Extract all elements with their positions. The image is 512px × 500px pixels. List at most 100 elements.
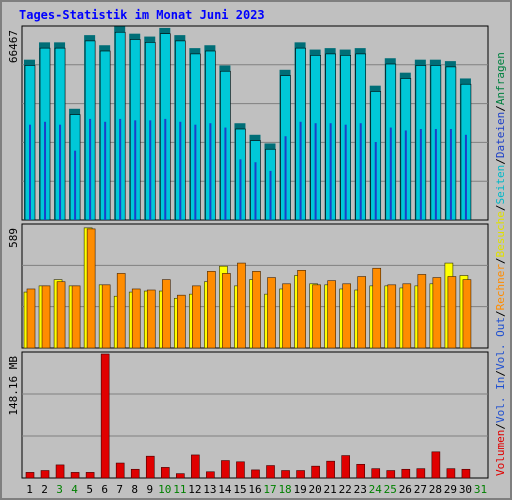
bar-seiten xyxy=(74,150,77,220)
bar-volumen xyxy=(40,470,50,479)
bar-seiten xyxy=(359,123,362,220)
bar-seiten xyxy=(179,121,182,220)
bar-seiten xyxy=(164,118,167,220)
day-label: 16 xyxy=(248,483,261,496)
bar-volumen xyxy=(446,468,456,479)
legend-item: Besuche xyxy=(494,211,507,257)
bar-rechner xyxy=(116,273,126,349)
bar-volumen xyxy=(100,353,110,479)
bar-seiten xyxy=(389,127,392,220)
bar-volumen xyxy=(371,468,381,479)
day-label: 8 xyxy=(131,483,138,496)
day-label: 7 xyxy=(116,483,123,496)
day-label: 4 xyxy=(71,483,78,496)
bar-volumen xyxy=(145,455,155,479)
day-label: 21 xyxy=(324,483,337,496)
bar-volumen xyxy=(296,470,305,479)
bar-rechner xyxy=(267,277,276,349)
bar-volumen xyxy=(341,455,350,479)
bar-rechner xyxy=(357,276,367,349)
bar-seiten xyxy=(119,118,122,220)
day-label: 27 xyxy=(414,483,427,496)
bar-rechner xyxy=(41,285,51,349)
bar-rechner xyxy=(101,284,111,349)
day-label: 3 xyxy=(56,483,63,496)
bar-seiten xyxy=(284,136,287,220)
panel-visits: 589 xyxy=(7,223,489,349)
bar-seiten xyxy=(344,124,347,220)
day-label: 11 xyxy=(173,483,186,496)
bar-volumen xyxy=(221,460,230,479)
bar-seiten xyxy=(254,162,257,220)
day-label: 5 xyxy=(86,483,93,496)
bar-rechner xyxy=(146,289,156,349)
bar-volumen xyxy=(266,465,275,479)
bar-rechner xyxy=(86,228,96,349)
bar-volumen xyxy=(386,470,396,479)
legend-item: Dateien xyxy=(494,112,507,158)
bar-seiten xyxy=(434,129,437,220)
legend-item: Seiten xyxy=(494,165,507,205)
bar-volumen xyxy=(311,465,320,479)
bar-volumen xyxy=(236,461,245,479)
day-label: 19 xyxy=(293,483,306,496)
bar-rechner xyxy=(192,285,201,349)
legend-item: Vol. Out xyxy=(494,317,507,370)
bar-volumen xyxy=(416,468,426,479)
bar-seiten xyxy=(404,130,407,220)
day-label: 20 xyxy=(309,483,322,496)
panel-requests: 66467 xyxy=(7,25,489,221)
bar-seiten xyxy=(29,124,31,220)
day-label: 13 xyxy=(203,483,216,496)
bar-seiten xyxy=(59,124,62,220)
bar-volumen xyxy=(176,473,185,479)
bar-volumen xyxy=(191,454,200,479)
bar-seiten xyxy=(374,142,377,220)
bar-rechner xyxy=(282,283,291,349)
legend-text: Volumen/Vol. In/Vol. Out/Rechner/Besuche… xyxy=(494,52,507,476)
panel-volume: 148.16 MB xyxy=(7,351,489,479)
day-label: 15 xyxy=(233,483,246,496)
bar-rechner xyxy=(56,281,66,349)
panel-visits-max-label: 589 xyxy=(7,228,20,248)
panel-volume-max-label: 148.16 MB xyxy=(7,356,20,416)
day-label: 28 xyxy=(429,483,442,496)
chart-title: Tages-Statistik im Monat Juni 2023 xyxy=(19,8,265,22)
bar-seiten xyxy=(134,120,137,220)
bar-rechner xyxy=(222,273,231,349)
panel-requests-max-label: 66467 xyxy=(7,30,20,63)
bar-volumen xyxy=(251,469,260,479)
bar-seiten xyxy=(89,118,92,220)
bar-volumen xyxy=(25,472,35,479)
bar-seiten xyxy=(419,129,422,220)
day-label: 18 xyxy=(278,483,291,496)
day-label: 6 xyxy=(101,483,108,496)
bar-rechner xyxy=(342,283,351,349)
bar-rechner xyxy=(71,285,81,349)
day-label: 29 xyxy=(444,483,457,496)
bar-volumen xyxy=(55,464,65,479)
bar-volumen xyxy=(431,451,441,479)
day-label: 22 xyxy=(339,483,352,496)
bar-volumen xyxy=(130,468,140,479)
day-label: 10 xyxy=(158,483,171,496)
day-label: 17 xyxy=(263,483,276,496)
legend-item: Volumen xyxy=(494,430,507,476)
bar-volumen xyxy=(461,468,471,479)
bar-rechner xyxy=(161,279,171,349)
legend-separator: / xyxy=(494,310,507,317)
bar-seiten xyxy=(104,121,107,220)
bar-rechner xyxy=(237,262,246,349)
bar-rechner xyxy=(402,283,412,349)
bar-volumen xyxy=(401,468,411,479)
day-labels: 1 2 3 4 5 6 7 8 9 10 11 12 13 14 15 16 17 18 19 20 21 22 23 24 2… xyxy=(26,483,487,496)
legend-item: Vol. In xyxy=(494,377,507,423)
day-label: 14 xyxy=(218,483,232,496)
bar-volumen xyxy=(115,462,125,479)
bar-seiten xyxy=(314,123,317,220)
bar-rechner xyxy=(372,267,382,349)
chart-panels: 66467 589 148.16 MB xyxy=(7,25,489,479)
day-label: 24 xyxy=(369,483,383,496)
day-label: 9 xyxy=(146,483,153,496)
day-label: 12 xyxy=(188,483,201,496)
